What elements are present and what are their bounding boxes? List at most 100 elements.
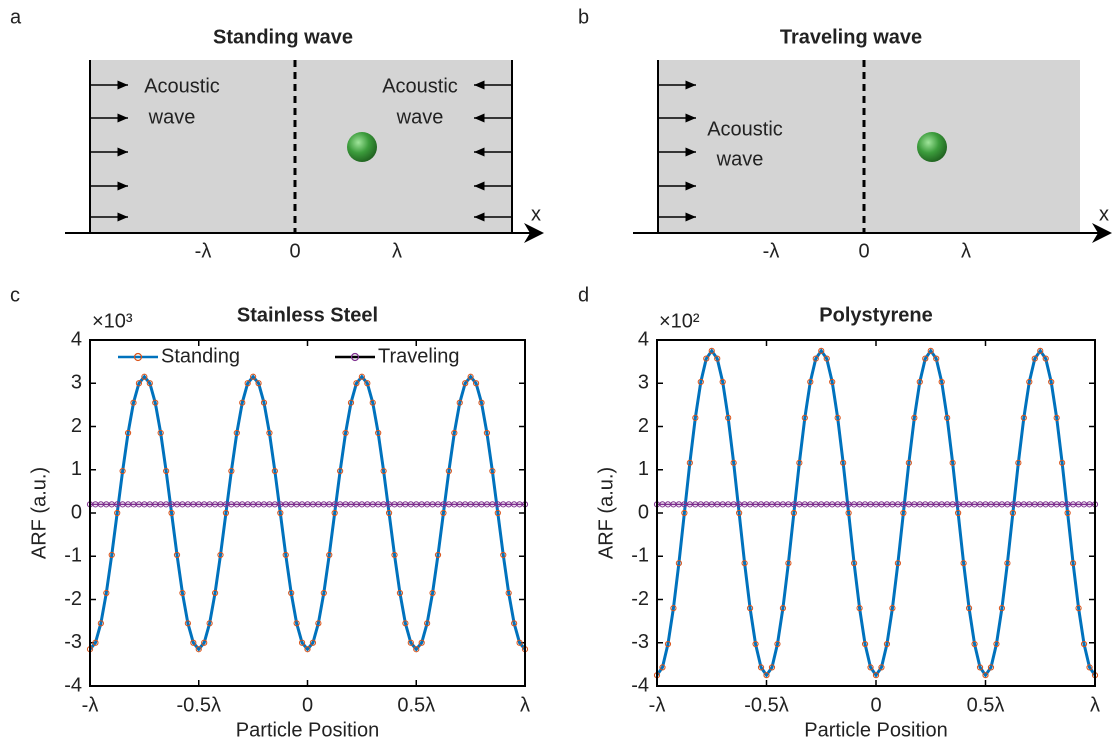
plot-frame — [656, 339, 1096, 687]
legend-marker — [133, 352, 143, 362]
data-point — [260, 399, 268, 406]
y-tick-label: 4 — [638, 328, 649, 350]
data-point — [1026, 378, 1033, 386]
diagram-title: Standing wave — [213, 26, 353, 48]
data-point — [965, 605, 973, 612]
data-point — [872, 672, 880, 679]
data-point — [130, 399, 137, 406]
data-point — [92, 639, 99, 646]
chart-title: Stainless Steel — [237, 304, 378, 326]
y-tick-label: 1 — [638, 458, 649, 480]
data-point — [244, 380, 251, 387]
wave-label: wave — [716, 148, 764, 170]
data-point — [255, 380, 262, 387]
data-point — [103, 589, 110, 597]
data-point — [211, 589, 219, 597]
data-point — [288, 589, 295, 597]
data-point — [938, 378, 945, 386]
y-tick-label: 4 — [71, 328, 82, 350]
data-point — [190, 639, 197, 646]
data-point — [861, 640, 869, 648]
data-point — [1004, 560, 1011, 567]
diagram-title: Traveling wave — [780, 26, 922, 48]
x-tick-label: -λ — [649, 694, 666, 716]
x-tick-label: -λ — [82, 694, 99, 716]
data-point — [697, 378, 704, 386]
y-axis-label: ARF (a.u.) — [595, 467, 617, 559]
data-point — [407, 639, 414, 646]
data-point — [266, 429, 273, 437]
x-tick-label: λ — [1090, 694, 1100, 716]
data-point — [823, 355, 830, 362]
data-point — [867, 664, 874, 671]
y-tick-label: -4 — [631, 674, 649, 696]
x-axis-label: Particle Position — [236, 719, 379, 741]
data-point — [114, 509, 121, 517]
data-point — [900, 509, 907, 517]
y-tick-label: 2 — [71, 415, 82, 437]
data-point — [757, 664, 765, 671]
data-point — [1031, 355, 1038, 362]
data-point — [894, 560, 902, 567]
y-tick-label: -3 — [64, 631, 82, 653]
data-point — [812, 355, 819, 362]
data-point — [807, 378, 814, 386]
data-point — [708, 347, 715, 354]
y-tick-label: 0 — [638, 501, 649, 523]
data-point — [239, 399, 246, 406]
data-point — [664, 640, 672, 648]
y-axis-label: ARF (a.u.) — [28, 467, 50, 559]
data-point — [413, 646, 420, 653]
data-point — [779, 605, 787, 612]
data-point — [146, 380, 153, 387]
y-tick-label: -4 — [64, 674, 82, 696]
x-tick-label: 0.5λ — [397, 694, 435, 716]
data-point — [976, 664, 984, 671]
data-point — [829, 378, 836, 386]
data-point — [483, 429, 491, 437]
data-point — [152, 399, 159, 406]
data-point — [108, 551, 115, 559]
data-point — [883, 640, 891, 648]
data-point — [331, 509, 338, 517]
data-point — [494, 509, 501, 517]
data-point — [97, 620, 104, 627]
y-tick-label: -2 — [631, 588, 649, 610]
data-point — [933, 355, 940, 362]
data-point — [1009, 509, 1016, 517]
particle — [917, 132, 947, 162]
x-tick-label: 0 — [302, 694, 313, 716]
x-tick-label: λ — [520, 694, 530, 716]
data-point — [380, 467, 387, 475]
data-point — [818, 347, 825, 354]
data-point — [233, 429, 240, 437]
data-point — [385, 509, 393, 517]
data-point — [736, 509, 743, 517]
data-point — [752, 640, 759, 648]
data-point — [184, 620, 191, 627]
data-point — [342, 429, 349, 437]
data-point — [1070, 560, 1077, 567]
data-point — [1059, 459, 1066, 466]
data-point — [675, 560, 683, 567]
series-line — [88, 374, 527, 652]
y-tick-label: 0 — [71, 501, 82, 523]
panel-label: c — [10, 284, 20, 306]
data-point — [1080, 640, 1088, 648]
data-point — [298, 639, 306, 646]
data-point — [489, 467, 496, 475]
data-point — [1048, 378, 1055, 386]
y-tick-label: 3 — [71, 372, 82, 394]
data-point — [719, 378, 726, 386]
data-point — [692, 414, 699, 421]
data-point — [135, 380, 143, 387]
data-point — [500, 551, 507, 559]
axis-name: x — [1099, 203, 1109, 225]
data-point — [402, 620, 409, 627]
data-point — [774, 640, 781, 648]
data-point — [801, 414, 808, 421]
data-point — [434, 551, 442, 559]
x-tick-label: -0.5λ — [177, 694, 221, 716]
data-point — [445, 467, 452, 475]
